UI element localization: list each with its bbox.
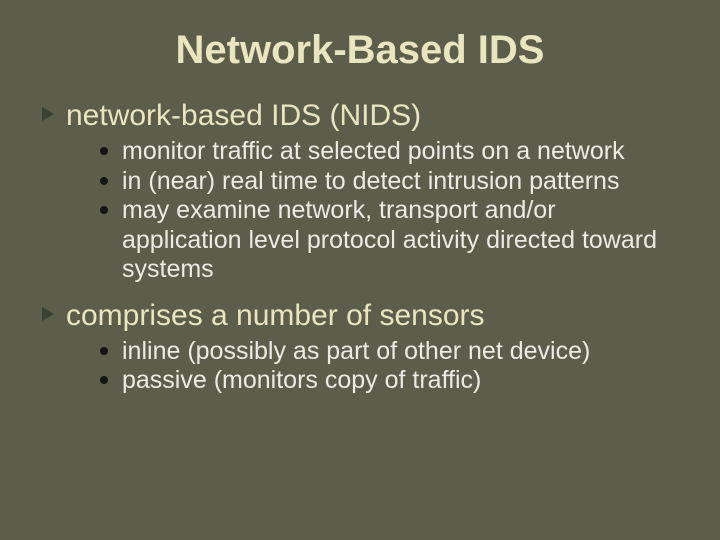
dot-icon [100,196,108,214]
sub-bullet-text: monitor traffic at selected points on a … [122,137,680,167]
dot-icon [100,137,108,155]
sub-bullet: monitor traffic at selected points on a … [100,137,680,167]
slide-title: Network-Based IDS [40,28,680,73]
sub-bullet: in (near) real time to detect intrusion … [100,167,680,197]
sublist: inline (possibly as part of other net de… [100,337,680,396]
sub-bullet-text: may examine network, transport and/or ap… [122,196,680,285]
dot-icon [100,167,108,185]
sub-bullet: inline (possibly as part of other net de… [100,337,680,367]
bullet-text: comprises a number of sensors [66,299,680,333]
sub-bullet-text: inline (possibly as part of other net de… [122,337,680,367]
bullet-row: comprises a number of sensors [40,299,680,333]
sub-bullet: passive (monitors copy of traffic) [100,366,680,396]
slide: Network-Based IDS network-based IDS (NID… [0,0,720,540]
bullet-text: network-based IDS (NIDS) [66,99,680,133]
bullet-level1: comprises a number of sensors [40,299,680,333]
sublist: monitor traffic at selected points on a … [100,137,680,285]
dot-icon [100,337,108,355]
arrow-icon [40,299,58,323]
bullet-level1: network-based IDS (NIDS) [40,99,680,133]
bullet-row: network-based IDS (NIDS) [40,99,680,133]
sub-bullet-text: passive (monitors copy of traffic) [122,366,680,396]
sub-bullet-text: in (near) real time to detect intrusion … [122,167,680,197]
sub-bullet: may examine network, transport and/or ap… [100,196,680,285]
dot-icon [100,366,108,384]
arrow-icon [40,99,58,123]
